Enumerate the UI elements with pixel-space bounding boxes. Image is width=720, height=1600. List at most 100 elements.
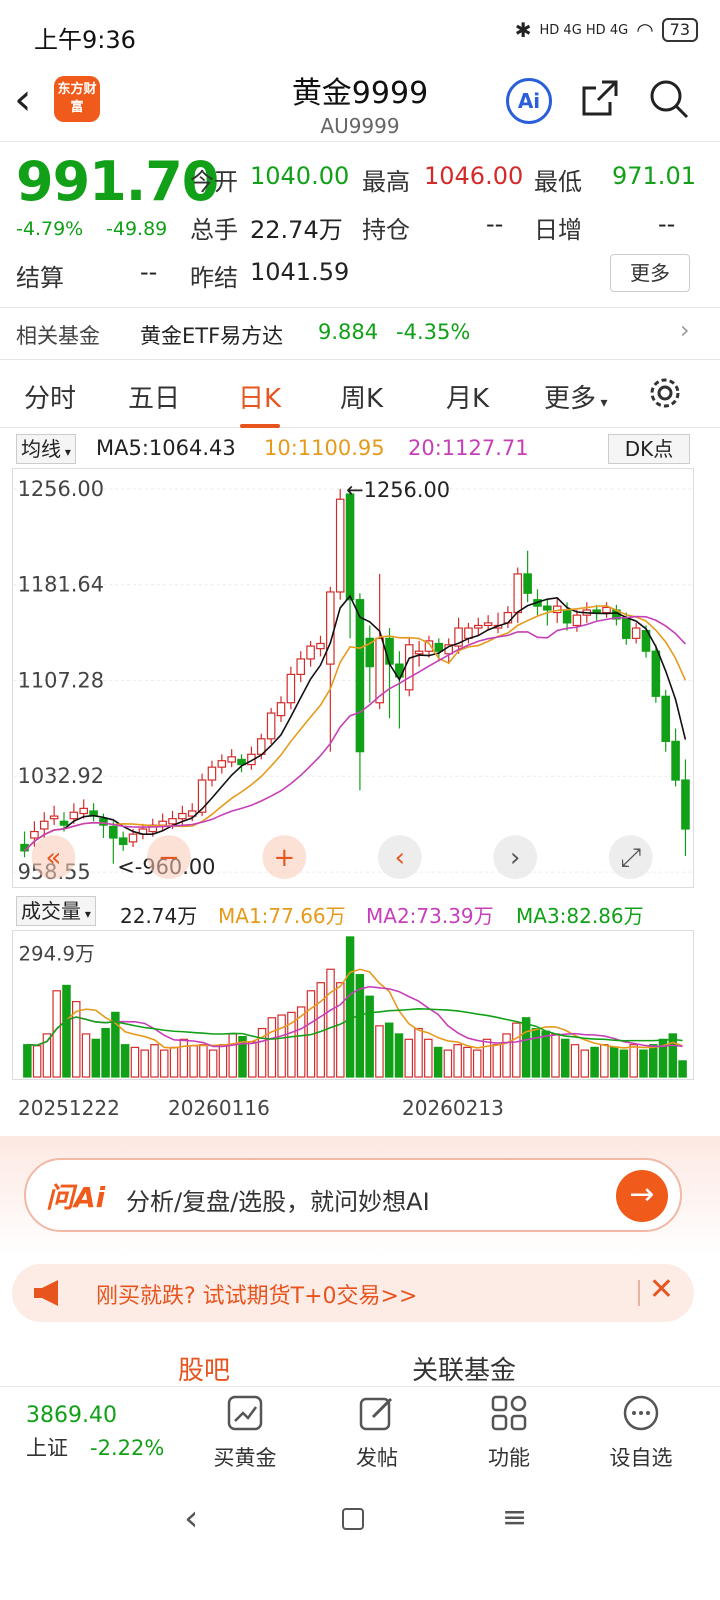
fund-name: 黄金ETF易方达	[140, 324, 284, 348]
volume-bar	[179, 1038, 189, 1078]
search-icon[interactable]	[648, 78, 690, 120]
arrow-right-icon[interactable]: →	[616, 1170, 668, 1222]
date-label-0: 20251222	[18, 1096, 120, 1120]
candle-body	[316, 642, 325, 650]
max-price-annotation: ←1256.00	[346, 478, 450, 502]
volume-bar	[580, 1049, 590, 1078]
date-label-1: 20260116	[168, 1096, 270, 1120]
control-glyph: ‹	[395, 843, 405, 873]
volume-bar	[23, 1044, 32, 1078]
candle-body	[681, 779, 690, 830]
volume-chart[interactable]: 294.9万	[12, 930, 694, 1080]
candle-body	[286, 673, 296, 704]
back-icon[interactable]: ‹	[14, 74, 32, 125]
volume-bar	[600, 1044, 609, 1078]
candle-body	[79, 807, 89, 815]
candle-body	[375, 637, 384, 704]
volume-bar	[590, 1046, 599, 1078]
candle-body	[30, 830, 39, 839]
tab-daily-k[interactable]: 日K	[238, 384, 282, 414]
nav-back-icon[interactable]: ‹	[184, 1498, 199, 1539]
zoom-plus-icon[interactable]: +	[262, 835, 307, 880]
caret-down-icon: ▾	[596, 395, 608, 411]
scroll-right-icon[interactable]: ›	[493, 835, 538, 880]
volume-bar	[570, 1044, 580, 1078]
fullscreen-icon[interactable]: ⤢	[608, 835, 653, 880]
volume-bar	[658, 1038, 668, 1078]
ai-logo: 问Ai	[46, 1181, 106, 1214]
buy-gold-button[interactable]: 买黄金	[200, 1393, 290, 1472]
index-ticker[interactable]: 3869.40 上证 -2.22%	[26, 1403, 186, 1462]
position-value: --	[486, 210, 504, 238]
post-button[interactable]: 发帖	[332, 1393, 422, 1472]
volume-bar	[649, 1044, 658, 1078]
candle-body	[483, 622, 493, 627]
related-fund-row[interactable]: 相关基金 黄金ETF易方达 9.884 -4.35% ›	[0, 308, 720, 360]
volume-bar	[336, 982, 345, 1078]
control-glyph: ›	[510, 843, 520, 873]
candlestick-chart[interactable]: 1256.001181.641107.281032.92958.55←1256.…	[12, 468, 694, 888]
candle-body	[345, 493, 355, 601]
ai-input[interactable]: 问Ai 分析/复盘/选股，就问妙想AI →	[24, 1158, 682, 1232]
volume-selector[interactable]: 成交量 ▾	[16, 896, 96, 926]
volume-bar	[345, 936, 355, 1078]
candle-body	[592, 609, 601, 614]
tab-guba[interactable]: 股吧	[178, 1356, 231, 1386]
page-title: 黄金9999	[291, 76, 429, 111]
volume-bar	[492, 1044, 502, 1078]
page-subtitle-code: AU9999	[320, 114, 400, 138]
add-watchlist-button[interactable]: 设自选	[596, 1393, 686, 1472]
caret-down-icon: ▾	[61, 445, 71, 459]
ma20-value: 20:1127.71	[408, 436, 529, 460]
nav-home-icon[interactable]	[342, 1508, 364, 1530]
volume-bar	[189, 1045, 198, 1078]
dk-point-button[interactable]: DK点	[608, 434, 690, 464]
top-header: ‹ 东方财富 黄金9999 AU9999 Ai	[0, 64, 720, 142]
ai-assistant-area: 问Ai 分析/复盘/选股，就问妙想AI →	[0, 1136, 720, 1256]
candle-body	[562, 609, 572, 624]
megaphone-icon	[34, 1280, 58, 1306]
more-dots-icon	[623, 1395, 659, 1431]
buy-gold-label: 买黄金	[213, 1446, 277, 1470]
volume-bar	[101, 1027, 110, 1078]
ai-placeholder: 分析/复盘/选股，就问妙想AI	[126, 1188, 430, 1216]
tab-related-funds[interactable]: 关联基金	[412, 1356, 517, 1386]
index-name: 上证	[26, 1436, 68, 1460]
share-icon[interactable]	[580, 78, 620, 118]
open-label: 今开	[190, 168, 238, 196]
tab-weekly-k[interactable]: 周K	[340, 384, 384, 414]
date-label-2: 20260213	[402, 1096, 504, 1120]
tab-more[interactable]: 更多 ▾	[544, 378, 608, 415]
gear-icon[interactable]	[646, 374, 684, 412]
promo-banner[interactable]: 刚买就跌? 试试期货T+0交易>> ✕	[12, 1264, 694, 1322]
functions-button[interactable]: 功能	[464, 1393, 554, 1472]
control-bg	[377, 835, 422, 880]
ma-selector[interactable]: 均线 ▾	[16, 434, 76, 464]
scroll-left-icon[interactable]: ‹	[377, 835, 422, 880]
volume-bar	[296, 1006, 306, 1078]
more-quote-button[interactable]: 更多	[610, 254, 690, 292]
candle-body	[651, 650, 661, 697]
date-axis: 20251222 20260116 20260213	[0, 1094, 720, 1124]
ai-button[interactable]: Ai	[506, 78, 552, 124]
candle-body	[99, 818, 108, 826]
candle-body	[671, 740, 680, 781]
app-logo[interactable]: 东方财富	[54, 76, 100, 122]
zoom-out-left-icon[interactable]: «	[31, 835, 76, 880]
fund-change: -4.35%	[396, 320, 471, 344]
tab-monthly-k[interactable]: 月K	[446, 384, 490, 414]
nav-menu-icon[interactable]: ≡	[502, 1500, 528, 1535]
status-bar: 上午9:36 ✱ HD 4G HD 4G ◠ 73	[0, 0, 720, 64]
volume-bar	[199, 1044, 208, 1078]
control-glyph: ⤢	[620, 843, 641, 873]
tab-five-day[interactable]: 五日	[128, 384, 181, 414]
tab-intraday[interactable]: 分时	[24, 384, 77, 414]
zoom-minus-icon[interactable]: −	[146, 835, 191, 880]
volume-bar	[169, 1046, 179, 1078]
volume-bar	[414, 1027, 423, 1078]
candle-body	[158, 820, 167, 826]
volume-label: 总手	[190, 216, 238, 244]
active-tab-indicator	[240, 424, 280, 428]
close-icon[interactable]: ✕	[648, 1272, 674, 1307]
ma-indicator-row: 均线 ▾ MA5:1064.43 10:1100.95 20:1127.71 D…	[0, 432, 720, 466]
